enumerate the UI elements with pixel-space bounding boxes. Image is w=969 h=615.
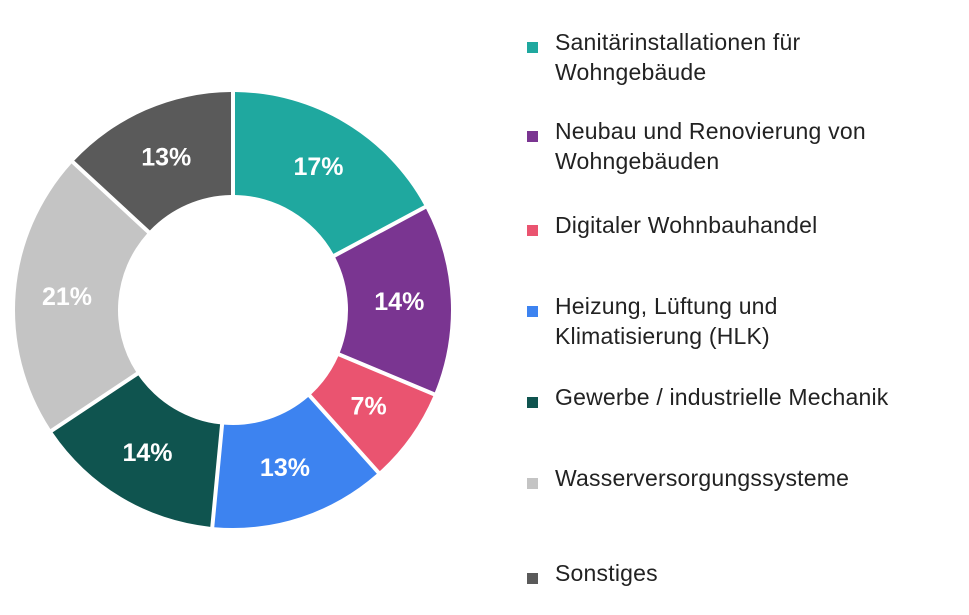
legend-item-gewerbe: Gewerbe / industrielle Mechanik — [527, 382, 888, 412]
legend-swatch — [527, 131, 538, 142]
legend-label: Sanitärinstallationen für Wohngebäude — [555, 29, 801, 85]
slice-label-digitaler-wohnbauhandel: 7% — [351, 393, 387, 421]
legend-label: Digitaler Wohnbauhandel — [555, 212, 818, 238]
legend-label: Gewerbe / industrielle Mechanik — [555, 384, 889, 410]
slice-label-sonstiges: 13% — [141, 143, 191, 171]
slice-label-gewerbe-industrielle-mechanik: 14% — [122, 439, 172, 467]
slice-label-neubau-und-renovierung-von-wohngeb-uden: 14% — [374, 288, 424, 316]
slice-sonstiges — [74, 92, 232, 231]
legend-item-digital: Digitaler Wohnbauhandel — [527, 210, 817, 240]
legend-swatch — [527, 225, 538, 236]
donut-chart: 17% 14% 7% 13% 14% 21% 13% — [14, 92, 451, 528]
legend-item-sanitaer: Sanitärinstallationen für Wohngebäude — [527, 27, 800, 87]
legend-item-wasser: Wasserversorgungssysteme — [527, 463, 849, 493]
legend-swatch — [527, 573, 538, 584]
legend-swatch — [527, 42, 538, 53]
legend-label: Heizung, Lüftung und Klimatisierung (HLK… — [555, 293, 778, 349]
legend-swatch — [527, 397, 538, 408]
legend-item-neubau: Neubau und Renovierung von Wohngebäuden — [527, 116, 866, 176]
legend-swatch — [527, 478, 538, 489]
slice-wasserversorgungssysteme — [14, 163, 148, 430]
slice-neubau-und-renovierung-von-wohngeb-uden — [335, 208, 451, 393]
legend-item-sonstiges: Sonstiges — [527, 558, 658, 588]
slice-label-wasserversorgungssysteme: 21% — [42, 283, 92, 311]
slice-digitaler-wohnbauhandel — [311, 356, 434, 472]
legend-label: Neubau und Renovierung von Wohngebäuden — [555, 118, 866, 174]
slice-label-heizung-l-ftung-und-klimatisierung-hlk: 13% — [260, 454, 310, 482]
legend-label: Wasserversorgungssysteme — [555, 465, 850, 491]
slice-label-sanit-rinstallationen-f-r-wohngeb-ude: 17% — [294, 153, 344, 181]
chart-legend: Sanitärinstallationen für Wohngebäude Ne… — [527, 0, 967, 615]
slice-sanit-rinstallationen-f-r-wohngeb-ude — [234, 92, 425, 254]
slice-heizung-l-ftung-und-klimatisierung-hlk — [214, 397, 377, 528]
slice-gewerbe-industrielle-mechanik — [52, 375, 221, 527]
legend-swatch — [527, 306, 538, 317]
legend-item-hlk: Heizung, Lüftung und Klimatisierung (HLK… — [527, 291, 778, 351]
legend-label: Sonstiges — [555, 560, 658, 586]
